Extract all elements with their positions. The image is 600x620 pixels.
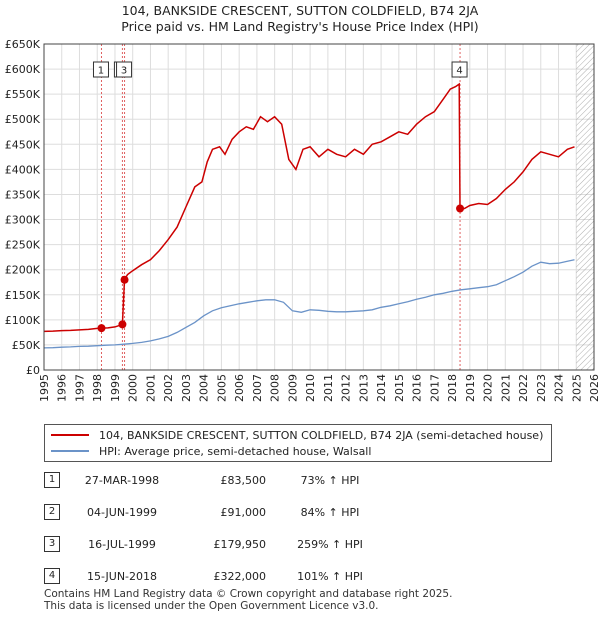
y-tick-label: £300K — [5, 214, 41, 227]
sale-row: 2 04-JUN-1999 £91,000 84% ↑ HPI — [44, 502, 404, 522]
y-tick-label: £50K — [12, 339, 41, 352]
sale-hpi-change: 101% ↑ HPI — [297, 570, 363, 583]
plot-border — [43, 43, 595, 371]
x-tick-label: 2002 — [162, 374, 175, 402]
x-tick-label: 1997 — [73, 374, 86, 402]
plot-area — [44, 44, 594, 370]
chart-legend: 104, BANKSIDE CRESCENT, SUTTON COLDFIELD… — [44, 424, 552, 462]
legend-swatch-hpi — [51, 450, 89, 452]
sale-marker-label: 3 — [121, 66, 127, 77]
x-tick-label: 2017 — [428, 374, 441, 402]
y-tick-label: £200K — [5, 264, 41, 277]
x-tick-label: 2024 — [553, 374, 566, 402]
legend-label-property: 104, BANKSIDE CRESCENT, SUTTON COLDFIELD… — [99, 428, 544, 442]
sale-point — [456, 204, 465, 213]
x-tick-label: 2018 — [446, 374, 459, 402]
x-tick-label: 1995 — [38, 374, 51, 402]
x-tick-label: 2008 — [269, 374, 282, 402]
sale-hpi-change: 73% ↑ HPI — [300, 474, 360, 487]
sale-price: £322,000 — [213, 570, 267, 583]
x-tick-label: 2004 — [198, 374, 211, 402]
x-tick-label: 2013 — [357, 374, 370, 402]
sale-marker-label: 1 — [98, 66, 104, 77]
chart-title-line-2: Price paid vs. HM Land Registry's House … — [121, 19, 479, 34]
x-tick-label: 2020 — [482, 374, 495, 402]
sale-date: 04-JUN-1999 — [86, 506, 158, 519]
x-tick-label: 2025 — [570, 374, 583, 402]
x-tick-label: 2022 — [517, 374, 530, 402]
sale-number-badge: 3 — [44, 536, 60, 552]
x-tick-label: 2015 — [393, 374, 406, 402]
x-tick-label: 2001 — [144, 374, 157, 402]
y-tick-label: £650K — [5, 38, 41, 51]
legend-label-hpi: HPI: Average price, semi-detached house,… — [99, 444, 372, 458]
future-hatch-region — [576, 44, 594, 370]
x-tick-label: 1999 — [109, 374, 122, 402]
x-tick-label: 2003 — [180, 374, 193, 402]
sale-row: 4 15-JUN-2018 £322,000 101% ↑ HPI — [44, 566, 404, 586]
sale-date: 27-MAR-1998 — [84, 474, 160, 487]
y-tick-label: £250K — [5, 239, 41, 252]
y-tick-label: £550K — [5, 88, 41, 101]
sale-price: £179,950 — [213, 538, 267, 551]
x-tick-label: 2014 — [375, 374, 388, 402]
sale-point — [120, 275, 129, 284]
y-tick-label: £400K — [5, 163, 41, 176]
y-tick-label: £100K — [5, 314, 41, 327]
price-chart: 1234 £0£50K£100K£150K£200K£250K£300K£350… — [5, 38, 600, 402]
footer-line-2: This data is licensed under the Open Gov… — [44, 600, 379, 612]
y-tick-label: £600K — [5, 63, 41, 76]
sale-row: 3 16-JUL-1999 £179,950 259% ↑ HPI — [44, 534, 404, 554]
x-tick-label: 2021 — [499, 374, 512, 402]
sale-hpi-change: 259% ↑ HPI — [297, 538, 363, 551]
legend-item-property: 104, BANKSIDE CRESCENT, SUTTON COLDFIELD… — [51, 427, 543, 443]
sale-number-badge: 4 — [44, 568, 60, 584]
legend-item-hpi: HPI: Average price, semi-detached house,… — [51, 443, 371, 459]
x-tick-label: 2009 — [286, 374, 299, 402]
x-tick-label: 2007 — [251, 374, 264, 402]
x-tick-label: 1996 — [56, 374, 69, 402]
sale-date: 16-JUL-1999 — [88, 538, 156, 551]
sale-marker-label-box — [451, 61, 468, 78]
sale-date: 15-JUN-2018 — [86, 570, 158, 583]
x-tick-label: 2006 — [233, 374, 246, 402]
chart-title-line-1: 104, BANKSIDE CRESCENT, SUTTON COLDFIELD… — [121, 3, 479, 18]
x-tick-label: 2012 — [340, 374, 353, 402]
sale-price: £83,500 — [220, 474, 267, 487]
x-tick-label: 2019 — [464, 374, 477, 402]
sale-number-badge: 1 — [44, 472, 60, 488]
footer-line-1: Contains HM Land Registry data © Crown c… — [44, 588, 453, 600]
legend-swatch-property — [51, 434, 89, 436]
x-tick-label: 2026 — [588, 374, 600, 402]
sale-row: 1 27-MAR-1998 £83,500 73% ↑ HPI — [44, 470, 404, 490]
sale-marker-label-box — [92, 61, 109, 78]
sale-hpi-change: 84% ↑ HPI — [300, 506, 360, 519]
sale-marker-label-box — [116, 61, 133, 78]
y-tick-label: £150K — [5, 289, 41, 302]
sale-number-badge: 2 — [44, 504, 60, 520]
x-tick-label: 2011 — [322, 374, 335, 402]
sale-marker-label: 4 — [456, 66, 462, 77]
footer-credits: Contains HM Land Registry data © Crown c… — [44, 588, 452, 612]
sale-point — [118, 320, 127, 329]
sale-price: £91,000 — [220, 506, 267, 519]
x-tick-label: 2016 — [411, 374, 424, 402]
y-tick-label: £0 — [26, 364, 40, 377]
x-tick-label: 2023 — [535, 374, 548, 402]
x-tick-label: 2000 — [127, 374, 140, 402]
y-tick-label: £350K — [5, 188, 41, 201]
hpi-line — [43, 259, 575, 349]
x-tick-label: 2005 — [215, 374, 228, 402]
x-tick-label: 1998 — [91, 374, 104, 402]
x-tick-label: 2010 — [304, 374, 317, 402]
y-tick-label: £500K — [5, 113, 41, 126]
y-tick-label: £450K — [5, 138, 41, 151]
sale-point — [97, 324, 106, 333]
